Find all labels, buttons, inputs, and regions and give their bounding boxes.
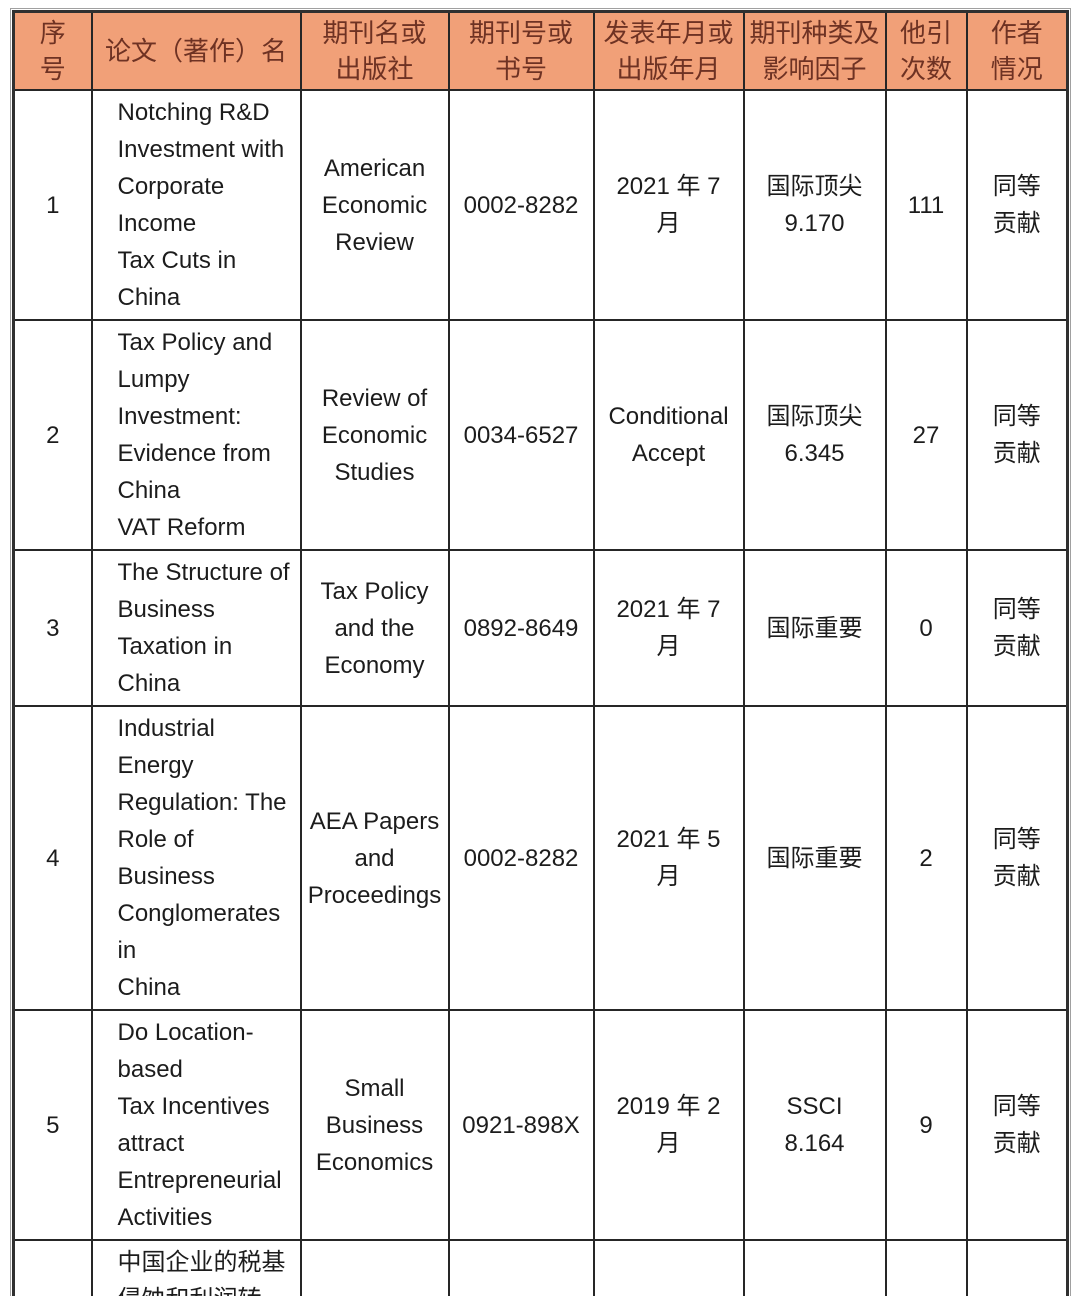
cell-paper-title: 中国企业的税基 侵蚀和利润转 移：国际税收治 理体系重构下的 中国经验	[90, 1239, 302, 1296]
cell-citation-count: 12	[884, 1239, 968, 1296]
cell-journal-type-impact: 中文权威	[742, 1239, 887, 1296]
cell-journal-publisher: Review of Economic Studies	[299, 319, 450, 551]
header-author-role: 作者 情况	[965, 10, 1069, 91]
cell-author-role: 同等 贡献	[965, 1009, 1069, 1241]
table-row: 5 Do Location-based Tax Incentives attra…	[12, 1009, 1069, 1241]
header-publication-date: 发表年月或 出版年月	[592, 10, 745, 91]
table-row: 1 Notching R&D Investment with Corporate…	[12, 89, 1069, 321]
cell-paper-title: The Structure of Business Taxation in Ch…	[90, 549, 302, 707]
cell-publication-date: Conditional Accept	[592, 319, 745, 551]
header-journal-type-impact: 期刊种类及 影响因子	[742, 10, 887, 91]
cell-paper-title: Tax Policy and Lumpy Investment: Evidenc…	[90, 319, 302, 551]
cell-seq-number: 1	[12, 89, 93, 321]
table-row: 3 The Structure of Business Taxation in …	[12, 549, 1069, 707]
cell-paper-title: Do Location-based Tax Incentives attract…	[90, 1009, 302, 1241]
cell-citation-count: 27	[884, 319, 968, 551]
cell-journal-type-impact: SSCI 8.164	[742, 1009, 887, 1241]
cell-citation-count: 9	[884, 1009, 968, 1241]
cell-journal-publisher: AEA Papers and Proceedings	[299, 705, 450, 1011]
table-header-row: 序 号 论文（著作）名 期刊名或 出版社 期刊号或 书号 发表年月或 出版年月 …	[12, 10, 1069, 91]
cell-journal-type-impact: 国际顶尖 6.345	[742, 319, 887, 551]
table-row: 2 Tax Policy and Lumpy Investment: Evide…	[12, 319, 1069, 551]
cell-issn-isbn: 0892-8649	[447, 549, 595, 707]
cell-author-role: 同等 贡献	[965, 549, 1069, 707]
publications-table: 序 号 论文（著作）名 期刊名或 出版社 期刊号或 书号 发表年月或 出版年月 …	[10, 8, 1071, 1296]
header-journal-publisher: 期刊名或 出版社	[299, 10, 450, 91]
header-paper-title: 论文（著作）名	[90, 10, 302, 91]
header-seq-number: 序 号	[12, 10, 93, 91]
cell-journal-publisher: 经济研究	[299, 1239, 450, 1296]
cell-seq-number: 6	[12, 1239, 93, 1296]
cell-issn-isbn: 0002-8282	[447, 89, 595, 321]
cell-paper-title: Industrial Energy Regulation: The Role o…	[90, 705, 302, 1011]
cell-journal-type-impact: 国际顶尖 9.170	[742, 89, 887, 321]
cell-citation-count: 2	[884, 705, 968, 1011]
cell-journal-type-impact: 国际重要	[742, 549, 887, 707]
cell-publication-date: 2019 年 2 月	[592, 1239, 745, 1296]
cell-seq-number: 3	[12, 549, 93, 707]
cell-author-role: 同等 贡献	[965, 705, 1069, 1011]
cell-citation-count: 0	[884, 549, 968, 707]
table-row: 6 中国企业的税基 侵蚀和利润转 移：国际税收治 理体系重构下的 中国经验 经济…	[12, 1239, 1069, 1296]
cell-issn-isbn: 0034-6527	[447, 319, 595, 551]
cell-journal-publisher: Small Business Economics	[299, 1009, 450, 1241]
cell-seq-number: 2	[12, 319, 93, 551]
cell-publication-date: 2019 年 2 月	[592, 1009, 745, 1241]
cell-author-role: 同等 贡献	[965, 89, 1069, 321]
cell-issn-isbn: 0002-8282	[447, 705, 595, 1011]
cell-issn-isbn: 0921-898X	[447, 1009, 595, 1241]
cell-issn-isbn: CN11- 1081/F	[447, 1239, 595, 1296]
cell-publication-date: 2021 年 7 月	[592, 549, 745, 707]
cell-seq-number: 4	[12, 705, 93, 1011]
cell-journal-publisher: Tax Policy and the Economy	[299, 549, 450, 707]
header-issn-isbn: 期刊号或 书号	[447, 10, 595, 91]
cell-publication-date: 2021 年 7 月	[592, 89, 745, 321]
cell-journal-publisher: American Economic Review	[299, 89, 450, 321]
cell-paper-title: Notching R&D Investment with Corporate I…	[90, 89, 302, 321]
cell-journal-type-impact: 国际重要	[742, 705, 887, 1011]
cell-seq-number: 5	[12, 1009, 93, 1241]
cell-author-role: 同等 贡献	[965, 319, 1069, 551]
cell-author-role: 第一 作者	[965, 1239, 1069, 1296]
table-row: 4 Industrial Energy Regulation: The Role…	[12, 705, 1069, 1011]
cell-publication-date: 2021 年 5 月	[592, 705, 745, 1011]
cell-citation-count: 111	[884, 89, 968, 321]
header-citation-count: 他引 次数	[884, 10, 968, 91]
